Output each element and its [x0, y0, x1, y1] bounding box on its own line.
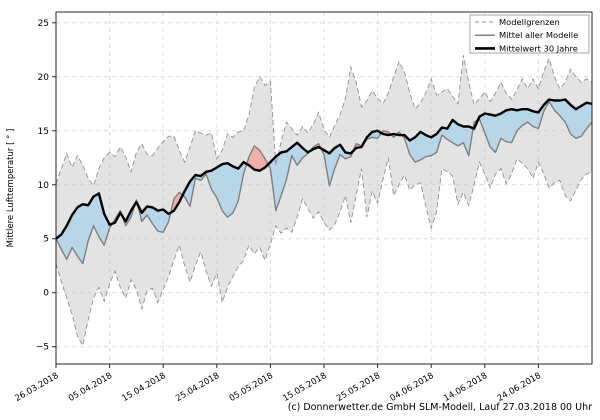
x-tick-label: 14.06.2018 — [442, 371, 489, 404]
y-tick-label: 15 — [38, 127, 49, 137]
legend-label: Mittel aller Modelle — [499, 30, 578, 40]
x-tick-label: 25.05.2018 — [335, 371, 382, 404]
legend-label: Modellgrenzen — [499, 17, 560, 27]
copyright-note: (c) Donnerwetter.de GmbH SLM-Modell, Lau… — [287, 402, 592, 413]
y-tick-label: 10 — [38, 181, 50, 191]
model-range-boundaries — [55, 55, 593, 347]
y-tick-label: −5 — [36, 343, 49, 353]
y-tick-label: 0 — [43, 289, 49, 299]
model-mean-line — [55, 100, 593, 265]
x-tick-label: 25.04.2018 — [174, 371, 221, 404]
y-tick-label: 25 — [38, 19, 49, 29]
x-tick-label: 24.06.2018 — [496, 371, 543, 404]
x-tick-label: 15.04.2018 — [121, 371, 168, 404]
x-axis-labels: 26.03.2018 05.04.2018 15.04.2018 25.04.2018… — [13, 364, 543, 404]
y-tick-label: 20 — [38, 73, 50, 83]
x-tick-label: 05.05.2018 — [228, 371, 275, 404]
legend-label: Mittelwert 30 Jahre — [499, 43, 578, 53]
mean30-line — [55, 98, 593, 240]
x-tick-label: 26.03.2018 — [13, 371, 60, 404]
x-tick-label: 15.05.2018 — [281, 371, 328, 404]
x-tick-label: 04.06.2018 — [389, 371, 436, 404]
y-axis-labels: 25 20 15 10 5 0 −5 — [36, 19, 56, 353]
y-tick-label: 5 — [43, 235, 49, 245]
x-tick-label: 05.04.2018 — [67, 371, 114, 404]
y-axis-title: Mittlere Lufttemperatur [ ° ] — [6, 129, 16, 248]
plot-grid — [55, 12, 592, 364]
legend: Modellgrenzen Mittel aller Modelle Mittelw… — [469, 14, 590, 54]
